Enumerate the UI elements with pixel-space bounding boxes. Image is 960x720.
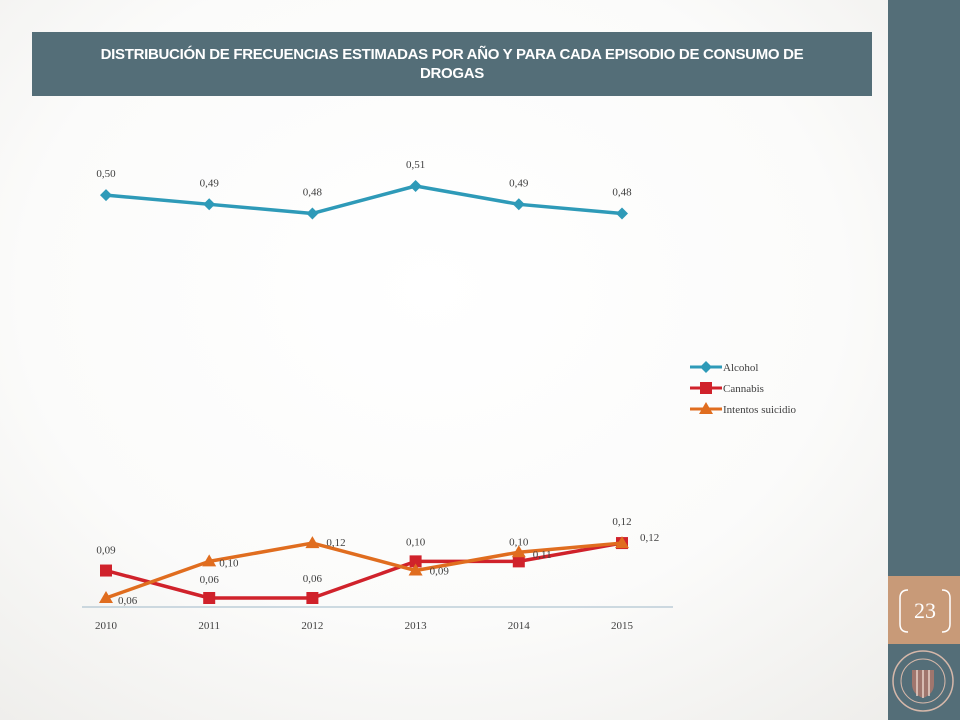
page-title: DISTRIBUCIÓN DE FRECUENCIAS ESTIMADAS PO… [32, 32, 872, 96]
series-line [105, 184, 623, 216]
data-point [306, 207, 319, 220]
x-tick-label: 2012 [301, 620, 323, 632]
legend-marker [699, 402, 713, 414]
data-point [203, 198, 216, 211]
x-tick-label: 2013 [405, 620, 428, 632]
data-point [615, 536, 629, 549]
legend-item: Intentos suicidio [690, 402, 797, 416]
data-point [408, 563, 423, 576]
data-point [616, 207, 628, 220]
data-point [100, 564, 112, 577]
data-point [305, 536, 320, 549]
data-label: 0,06 [303, 573, 323, 585]
data-point [203, 592, 216, 604]
data-point [409, 180, 422, 192]
data-point [99, 591, 113, 603]
data-point [511, 545, 526, 558]
data-label: 0,51 [406, 159, 425, 171]
legend-marker [700, 382, 712, 394]
x-tick-label: 2014 [508, 620, 531, 632]
data-label: 0,06 [200, 574, 220, 586]
legend-label: Cannabis [723, 383, 764, 395]
data-label: 0,10 [509, 536, 529, 548]
legend-marker [700, 361, 712, 373]
series-intentos-suicidio: 0,06 0,10 0,12 0,09 0,11 0,12 [99, 516, 632, 607]
data-point [306, 592, 319, 604]
x-tick-label: 2011 [198, 620, 220, 632]
data-label: 0,10 [406, 536, 426, 548]
legend-item: Cannabis [690, 382, 764, 395]
series-cannabis: 0,09 0,06 0,06 0,10 0,10 0,12 [96, 532, 659, 604]
data-label: 0,49 [509, 177, 529, 189]
series-line [105, 541, 623, 600]
data-label: 0,10 [219, 557, 239, 569]
data-point [100, 189, 112, 202]
data-point [512, 198, 525, 211]
line-chart: 0,50 0,49 0,48 0,51 0,49 0,48 0,09 0,06 0,06 0,10… [82, 159, 797, 632]
data-label: 0,48 [612, 186, 632, 198]
data-label: 0,12 [326, 537, 345, 549]
page-number: 23 [914, 598, 936, 623]
series-line [105, 541, 623, 600]
legend-label: Alcohol [723, 362, 758, 374]
data-point [409, 555, 422, 568]
x-tick-label: 2015 [611, 620, 634, 632]
data-label: 0,48 [303, 186, 323, 198]
data-label: 0,49 [200, 177, 220, 189]
x-tick-label: 2010 [95, 620, 118, 632]
legend-label: Intentos suicidio [723, 404, 797, 416]
data-point [512, 555, 525, 568]
data-label: 0,12 [640, 532, 659, 544]
data-label: 0,50 [96, 168, 116, 180]
data-point [202, 554, 217, 567]
page-number-brackets [899, 589, 951, 633]
series-alcohol: 0,50 0,49 0,48 0,51 0,49 0,48 [96, 159, 632, 220]
data-label: 0,09 [430, 566, 450, 578]
data-label: 0,11 [533, 549, 552, 561]
university-seal-logo [892, 650, 954, 712]
legend-item: Alcohol [690, 361, 758, 374]
data-label: 0,09 [96, 545, 116, 557]
data-label: 0,12 [612, 516, 631, 528]
data-label: 0,06 [118, 595, 138, 607]
